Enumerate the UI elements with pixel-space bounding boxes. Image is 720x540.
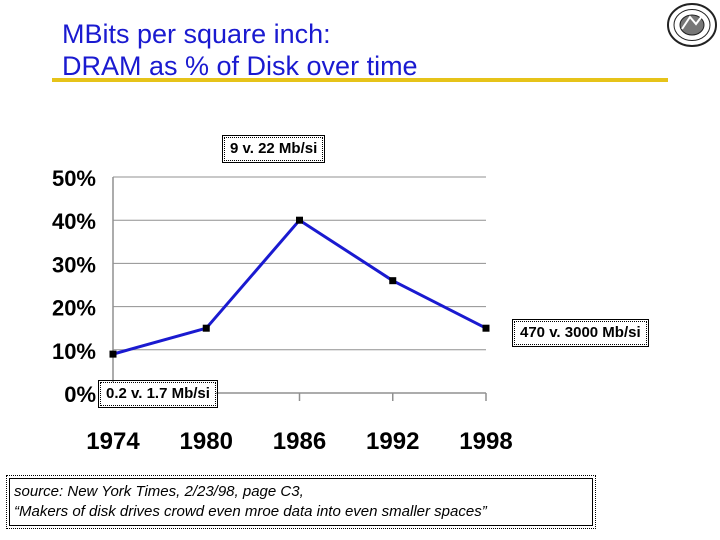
source-line-2: “Makers of disk drives crowd even mroe d…	[14, 503, 487, 520]
x-tick-label: 1998	[459, 428, 512, 455]
data-point	[482, 324, 490, 332]
callout-1974-density: 0.2 v. 1.7 Mb/si	[98, 380, 218, 408]
data-point	[389, 277, 397, 285]
x-tick-label: 1992	[366, 428, 419, 455]
y-tick-label: 20%	[52, 296, 96, 321]
y-tick-label: 40%	[52, 209, 96, 234]
title-line-1: MBits per square inch:	[62, 19, 331, 49]
y-tick-label: 50%	[52, 166, 96, 191]
y-tick-label: 0%	[64, 382, 96, 407]
y-tick-label: 10%	[52, 339, 96, 364]
university-seal-icon	[667, 3, 717, 47]
data-point	[109, 350, 117, 358]
source-note: source: New York Times, 2/23/98, page C3…	[6, 475, 596, 529]
x-tick-label: 1986	[273, 428, 326, 455]
data-point	[296, 216, 303, 224]
x-tick-label: 1974	[86, 428, 140, 455]
callout-1998-density: 470 v. 3000 Mb/si	[512, 319, 649, 347]
title-underline	[52, 78, 668, 82]
title-line-2: DRAM as % of Disk over time	[62, 51, 418, 81]
source-line-1: source: New York Times, 2/23/98, page C3…	[14, 483, 304, 500]
slide-title: MBits per square inch: DRAM as % of Disk…	[62, 18, 418, 82]
callout-1986-density: 9 v. 22 Mb/si	[221, 135, 326, 163]
data-point	[202, 324, 210, 332]
x-tick-label: 1980	[180, 428, 233, 455]
y-tick-label: 30%	[52, 252, 96, 277]
series-line	[112, 218, 487, 356]
